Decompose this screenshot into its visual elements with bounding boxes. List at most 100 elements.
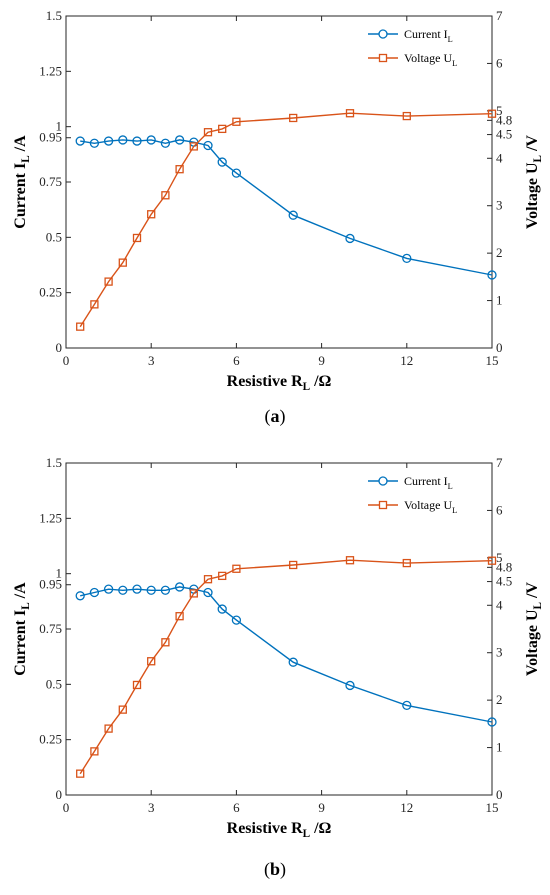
chart-a-series-0-point-9 (203, 140, 213, 151)
chart-b-series-0-point-10 (217, 604, 227, 614)
chart-b-series-1-point-0 (76, 769, 85, 778)
caption-b: (b) (263, 859, 286, 879)
chart-a-legend-label-0: Current IL (404, 27, 453, 44)
chart-a-ytick-right-label-0: 0 (496, 340, 503, 355)
chart-a-series-0-point-6 (160, 138, 171, 148)
chart-b-series-1-point-9 (203, 575, 213, 584)
chart-b-series-1-point-5 (147, 657, 156, 666)
chart-a-ytick-right-label-1: 1 (496, 293, 503, 308)
chart-a-series-1-point-10 (218, 124, 227, 134)
chart-panel-a: 0 3 6 9 12 15 0 0.25 0.5 0.75 0.95 1 1.25 1.5 0 1 2 3 4 4.5… (12, 8, 544, 426)
chart-a-xtick-label-4: 12 (400, 353, 413, 368)
chart-b-ytick-left-label-4: 0.95 (39, 577, 62, 592)
chart-a-ytick-left-label-5: 1 (56, 119, 63, 134)
chart-b-ytick-left-label-6: 1.25 (39, 510, 62, 525)
chart-a-series-0-point-1 (89, 138, 100, 148)
chart-a-ytick-left-label-0: 0 (56, 340, 63, 355)
chart-b-series-1-point-3 (118, 705, 127, 714)
chart-a-series-0-point-14 (402, 253, 412, 264)
chart-a-series-0-point-0 (75, 136, 85, 146)
chart-a-ytick-right-label-8: 6 (496, 55, 503, 70)
chart-b-series-0-point-5 (146, 585, 156, 595)
chart-a-series-0-point-11 (231, 168, 242, 178)
chart-b-series-1-point-2 (104, 724, 113, 733)
chart-a-series-0-point-10 (217, 157, 227, 167)
chart-a-series-1-point-11 (232, 117, 241, 126)
chart-b-series-1-point-12 (289, 560, 298, 570)
chart-a-series-1-point-13 (345, 109, 355, 118)
chart-a-series-1-line (79, 112, 493, 328)
chart-b-legend-label-1: Voltage UL (404, 498, 457, 515)
chart-b-series-0-point-3 (118, 585, 128, 595)
chart-b-series-1-point-7 (175, 612, 184, 621)
chart-b-series-1-point-8 (189, 589, 198, 598)
chart-a-ytick-left-label-1: 0.25 (39, 285, 62, 300)
chart-b-series-1-point-13 (345, 556, 355, 565)
chart-b-ytick-right-label-0: 0 (496, 787, 503, 802)
chart-b-legend-marker-0 (378, 476, 388, 486)
chart-b-series-0-point-13 (345, 680, 355, 691)
chart-b-series-1-point-4 (132, 680, 142, 690)
chart-b-series-0-point-11 (231, 615, 242, 625)
chart-a-ytick-right-label-5: 4.5 (496, 127, 512, 142)
chart-b-series-1-point-10 (218, 571, 227, 581)
chart-a-series-0-point-12 (288, 210, 298, 220)
chart-a-ylabel-left: Current IL /A (12, 135, 32, 229)
chart-b-xtick-label-4: 12 (400, 800, 413, 815)
chart-a-series-1-point-5 (147, 210, 156, 219)
caption-a-letter: a (270, 406, 280, 426)
chart-a-legend-marker-0 (378, 29, 388, 39)
chart-a-series-1-point-14 (402, 111, 411, 121)
chart-a-series-0-point-2 (103, 136, 114, 146)
chart-a-ytick-right-label-6: 4.8 (496, 112, 512, 127)
chart-a-series-0-line (80, 139, 493, 276)
chart-b-series-0-point-2 (103, 584, 114, 594)
chart-a-xlabel: Resistive RL /Ω (227, 373, 332, 393)
chart-a-ytick-right-label-2: 2 (496, 245, 503, 260)
chart-a-series-0-point-15 (487, 270, 497, 280)
chart-b-legend: Current IL Voltage UL (368, 474, 457, 515)
chart-a-series-1-point-0 (76, 322, 85, 331)
chart-b-ytick-right-label-2: 2 (496, 692, 503, 707)
chart-a-xtick-label-5: 15 (486, 353, 499, 368)
chart-a-ytick-left-label-6: 1.25 (39, 63, 62, 78)
chart-b-series-0-point-4 (132, 584, 142, 594)
chart-a-series-0-point-5 (146, 135, 156, 145)
chart-b-series-0-point-15 (487, 717, 497, 727)
chart-b-series-0-point-7 (174, 582, 185, 592)
chart-a-series-1-point-9 (203, 128, 213, 137)
chart-a-legend-marker-1 (378, 53, 388, 63)
chart-a-series-1-point-6 (161, 191, 170, 200)
chart-b-ytick-left-label-1: 0.25 (39, 732, 62, 747)
chart-b-legend-marker-1 (378, 500, 388, 510)
chart-a-ytick-left-label-4: 0.95 (39, 130, 62, 145)
chart-b-ytick-right-label-8: 6 (496, 502, 503, 517)
chart-b-ytick-right-label-5: 4.5 (496, 574, 512, 589)
chart-b-series-0-point-12 (288, 657, 298, 667)
chart-b-xtick-label-2: 6 (233, 800, 240, 815)
chart-b-xtick-label-0: 0 (63, 800, 70, 815)
chart-a-xtick-label-0: 0 (63, 353, 70, 368)
chart-b-series-0-point-1 (89, 587, 100, 598)
chart-b-plot-frame (65, 462, 493, 796)
chart-a-series-1-point-7 (175, 165, 184, 174)
chart-b-ytick-right-label-1: 1 (496, 740, 503, 755)
chart-a-svg: 0 3 6 9 12 1500.250.50.750.9511.251.5012344.5… (12, 8, 544, 393)
chart-b-ylabel-right: Voltage UL /V (524, 582, 544, 676)
chart-b-ytick-left-label-5: 1 (56, 566, 63, 581)
chart-a-series-1-point-3 (118, 258, 127, 267)
chart-a-ytick-left-label-3: 0.75 (39, 174, 62, 189)
chart-b-series-1-point-11 (232, 564, 241, 573)
chart-a-series-1-point-8 (189, 142, 198, 151)
chart-b-ytick-right-label-4: 4 (496, 597, 503, 612)
chart-b-series-0-point-6 (160, 585, 171, 595)
chart-b-series-1-point-1 (90, 747, 99, 756)
chart-b-ytick-left-label-0: 0 (56, 787, 63, 802)
chart-b-ylabel-left: Current IL /A (12, 582, 32, 676)
chart-a-series-0-point-4 (132, 136, 142, 146)
chart-a-xtick-label-1: 3 (148, 353, 155, 368)
chart-a-ytick-right-label-3: 3 (496, 198, 503, 213)
chart-b-ytick-right-label-3: 3 (496, 645, 503, 660)
chart-a-ytick-right-label-4: 4 (496, 150, 503, 165)
chart-a-legend-label-1: Voltage UL (404, 51, 457, 68)
